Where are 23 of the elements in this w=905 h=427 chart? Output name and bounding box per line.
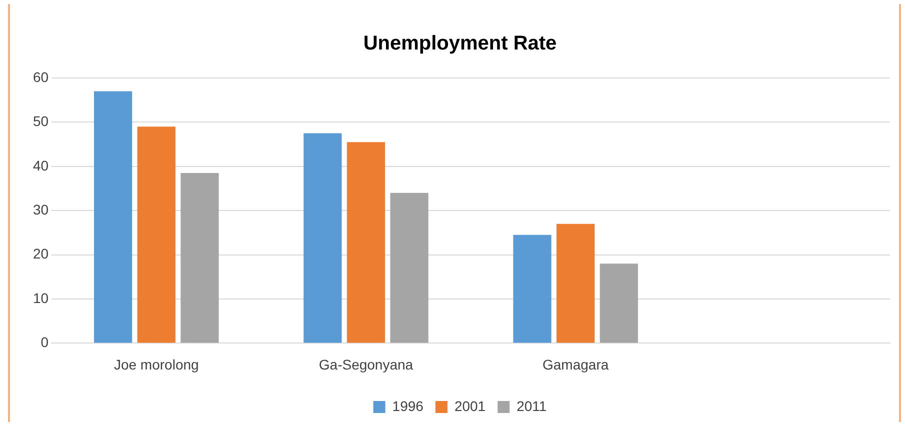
- bar: [346, 142, 386, 343]
- chart-title: Unemployment Rate: [363, 32, 557, 55]
- bar: [390, 192, 428, 343]
- y-tick-label: 10: [32, 290, 49, 306]
- x-tick-label: Joe morolong: [114, 356, 199, 372]
- y-tick-label: 30: [32, 201, 49, 218]
- y-tick-label: 60: [32, 68, 49, 85]
- bar: [513, 234, 552, 343]
- y-tick-label: 50: [32, 113, 49, 130]
- y-tick-label: 20: [32, 246, 49, 262]
- x-tick-label: Ga-Segonyana: [318, 356, 414, 372]
- legend-label: 1996: [392, 398, 424, 414]
- bar: [137, 126, 176, 343]
- y-tick-label: 0: [40, 334, 49, 350]
- bar: [600, 264, 638, 343]
- bar: [94, 91, 132, 343]
- bar: [556, 224, 595, 343]
- bar: [180, 173, 219, 343]
- x-tick-label: Gamagara: [542, 356, 609, 372]
- bar: [304, 133, 342, 343]
- y-tick-label: 40: [32, 157, 49, 174]
- legend-label: 2001: [454, 398, 486, 414]
- legend-label: 2011: [516, 398, 547, 414]
